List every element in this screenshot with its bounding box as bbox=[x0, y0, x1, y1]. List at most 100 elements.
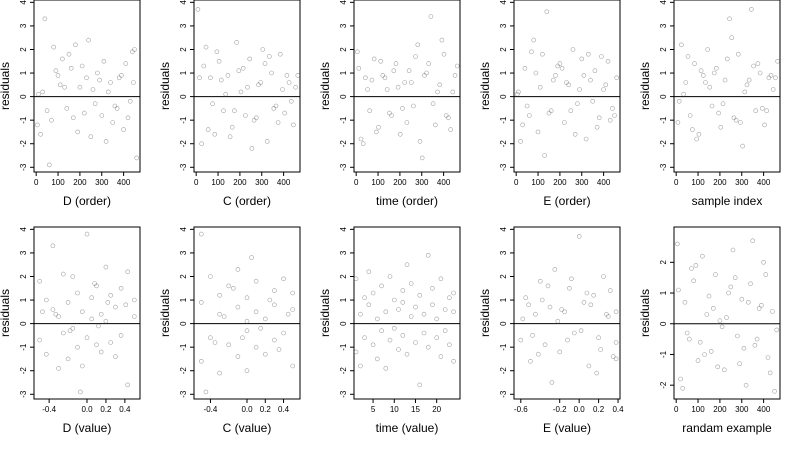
y-tick-label: 0 bbox=[659, 94, 668, 99]
x-tick-label: 200 bbox=[73, 178, 87, 187]
data-point bbox=[443, 113, 449, 118]
data-point bbox=[599, 54, 604, 59]
data-point bbox=[217, 311, 222, 317]
data-point bbox=[555, 63, 561, 69]
data-point bbox=[770, 87, 776, 92]
y-tick-label: 4 bbox=[19, 227, 28, 232]
data-point bbox=[715, 364, 721, 370]
data-point bbox=[528, 358, 533, 364]
data-point bbox=[68, 66, 74, 71]
data-point bbox=[700, 253, 705, 259]
x-tick-label: 400 bbox=[597, 178, 611, 187]
data-point bbox=[557, 61, 563, 66]
data-point bbox=[118, 285, 124, 291]
data-point bbox=[442, 328, 448, 334]
data-point bbox=[754, 336, 760, 342]
data-point bbox=[735, 333, 740, 339]
data-point bbox=[373, 129, 379, 135]
data-point bbox=[572, 132, 578, 137]
data-point bbox=[271, 106, 277, 111]
data-point bbox=[262, 61, 268, 66]
y-tick-label: -1 bbox=[659, 350, 668, 358]
data-point bbox=[267, 54, 272, 59]
data-point bbox=[565, 337, 570, 343]
data-point bbox=[132, 314, 137, 319]
data-point bbox=[520, 316, 526, 322]
data-point bbox=[384, 87, 390, 92]
y-axis-label: residuals bbox=[0, 289, 12, 337]
data-point bbox=[264, 139, 270, 144]
y-tick-label: 1 bbox=[179, 70, 188, 75]
x-tick-label: 200 bbox=[713, 178, 727, 187]
data-point bbox=[724, 315, 729, 320]
data-point bbox=[103, 264, 109, 270]
data-point bbox=[113, 304, 118, 310]
data-point bbox=[742, 89, 748, 95]
data-point bbox=[50, 243, 56, 249]
y-axis-label: residuals bbox=[638, 62, 652, 110]
data-point bbox=[240, 335, 245, 341]
data-point bbox=[408, 80, 414, 85]
data-point bbox=[588, 302, 594, 308]
y-axis-label: residuals bbox=[478, 62, 492, 110]
x-axis-label: E (order) bbox=[543, 194, 590, 208]
data-point bbox=[387, 110, 392, 116]
data-point bbox=[548, 108, 554, 113]
y-tick-label: 2 bbox=[179, 47, 188, 52]
data-point bbox=[387, 337, 393, 343]
data-point bbox=[690, 127, 695, 132]
data-point bbox=[709, 103, 715, 109]
x-tick-label: 400 bbox=[117, 178, 131, 187]
data-point bbox=[591, 292, 597, 298]
data-point bbox=[522, 66, 528, 71]
data-point bbox=[413, 304, 418, 310]
data-point bbox=[116, 75, 122, 81]
data-point bbox=[728, 284, 734, 290]
data-point bbox=[450, 89, 456, 95]
y-tick-label: -1 bbox=[179, 343, 188, 351]
data-point bbox=[675, 120, 681, 125]
data-point bbox=[426, 61, 432, 66]
x-tick-label: -0.4 bbox=[42, 405, 56, 414]
data-point bbox=[428, 14, 434, 19]
data-point bbox=[60, 330, 66, 336]
data-point bbox=[724, 56, 730, 62]
data-point bbox=[421, 330, 427, 336]
data-point bbox=[275, 120, 281, 125]
data-point bbox=[612, 113, 617, 118]
data-point bbox=[84, 335, 90, 341]
data-point bbox=[530, 333, 535, 338]
x-tick-label: 0.0 bbox=[81, 405, 93, 414]
data-point bbox=[413, 340, 418, 345]
plot-frame bbox=[353, 0, 461, 173]
data-point bbox=[387, 274, 393, 279]
data-point bbox=[40, 89, 46, 95]
y-tick-label: -1 bbox=[499, 343, 508, 351]
data-point bbox=[567, 285, 572, 291]
y-tick-label: -3 bbox=[19, 390, 28, 398]
x-tick-label: 0.2 bbox=[100, 405, 112, 414]
x-tick-label: 0.4 bbox=[612, 405, 624, 414]
data-point bbox=[542, 153, 547, 158]
data-point bbox=[408, 281, 414, 286]
data-point bbox=[559, 307, 565, 312]
data-point bbox=[53, 311, 59, 317]
data-point bbox=[391, 297, 397, 303]
data-point bbox=[590, 99, 596, 104]
data-point bbox=[376, 124, 381, 130]
data-point bbox=[703, 80, 708, 85]
data-point bbox=[290, 307, 296, 312]
data-point bbox=[70, 274, 76, 279]
data-point bbox=[592, 68, 598, 73]
data-point bbox=[726, 290, 731, 296]
data-point bbox=[358, 136, 364, 142]
x-tick-label: -0.6 bbox=[514, 405, 528, 414]
data-point bbox=[219, 77, 224, 83]
y-tick-label: 0 bbox=[179, 94, 188, 99]
data-point bbox=[775, 58, 780, 64]
data-point bbox=[65, 356, 71, 362]
x-tick-label: 0.4 bbox=[278, 405, 290, 414]
data-point bbox=[564, 80, 569, 85]
data-point bbox=[400, 333, 406, 338]
data-point bbox=[282, 110, 288, 116]
